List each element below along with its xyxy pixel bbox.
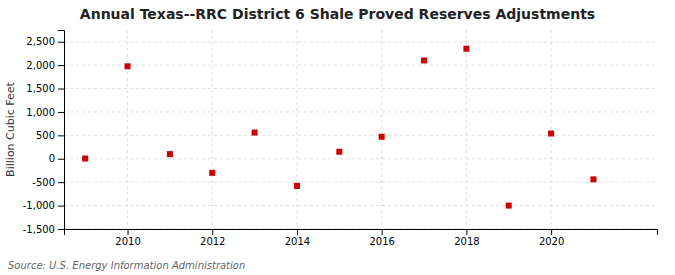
title: Annual Texas--RRC District 6 Shale Prove…	[80, 6, 595, 22]
tick: -1,000	[23, 200, 64, 211]
tick-mark	[58, 229, 64, 230]
tick-label: 2,000	[26, 60, 55, 71]
tick-mark	[551, 229, 552, 235]
tick: 0	[49, 153, 64, 164]
tick-mark	[58, 135, 64, 136]
y-axis-label: Billion Cubic Feet	[4, 81, 17, 176]
grid-line	[466, 30, 467, 229]
tick-mark	[58, 112, 64, 113]
grid-line	[64, 88, 657, 89]
tick-mark	[58, 42, 64, 43]
point	[548, 130, 554, 136]
grid-line	[296, 30, 297, 229]
point	[421, 57, 427, 63]
tick: 2012	[200, 229, 225, 247]
tick-label: 2018	[454, 236, 479, 247]
grid-line	[212, 30, 213, 229]
grid	[64, 30, 657, 229]
grid-line	[64, 65, 657, 66]
tick: -1,500	[23, 224, 64, 235]
tick-label: 500	[36, 130, 55, 141]
tick-label: 0	[49, 153, 55, 164]
grid-line	[64, 111, 657, 112]
tick: -500	[32, 177, 64, 188]
tick-label: 2014	[285, 236, 310, 247]
tick: 2010	[115, 229, 140, 247]
tick-label: 2010	[115, 236, 140, 247]
tick-mark	[212, 229, 213, 235]
tick-label: 2,500	[26, 36, 55, 47]
x-axis: 2010 2012 2014 2016 2018 2020	[65, 229, 658, 247]
tick-label: 1,000	[26, 107, 55, 118]
tick-label: 2012	[200, 236, 225, 247]
point	[506, 203, 512, 209]
tick-label: -1,000	[23, 200, 55, 211]
tick-label: 2020	[539, 236, 564, 247]
tick-label: 2016	[369, 236, 394, 247]
point	[294, 183, 300, 189]
grid-line	[381, 30, 382, 229]
tick-label: -500	[32, 177, 55, 188]
chart: 2010 2012 2014 2016 2018 2020 -1,500 -1,000 -500…	[0, 0, 675, 275]
grid-line	[64, 182, 657, 183]
tick: 2018	[454, 229, 479, 247]
tick-mark	[58, 182, 64, 183]
point	[82, 156, 88, 162]
points	[82, 46, 596, 209]
tick-mark	[58, 65, 64, 66]
tick: 2,000	[26, 60, 64, 71]
tick-mark	[382, 229, 383, 235]
point	[379, 134, 385, 140]
point	[209, 170, 215, 176]
grid-line	[64, 158, 657, 159]
tick-mark	[58, 159, 64, 160]
point	[336, 149, 342, 155]
grid-line	[551, 30, 552, 229]
tick: 1,500	[26, 83, 64, 94]
annotation: Source: U.S. Energy Information Administ…	[8, 260, 245, 271]
tick-mark	[466, 229, 467, 235]
tick: 1,000	[26, 107, 64, 118]
tick-mark	[297, 229, 298, 235]
point	[590, 176, 596, 182]
y-axis: -1,500 -1,000 -500 0 500 1,000 1,500 2,000 2,500	[23, 31, 65, 235]
grid-line	[64, 205, 657, 206]
tick: 500	[36, 130, 64, 141]
axis-line	[58, 31, 65, 230]
grid-line	[64, 41, 657, 42]
tick-mark	[58, 89, 64, 90]
point	[167, 151, 173, 157]
tick: 2016	[369, 229, 394, 247]
tick-label: 1,500	[26, 83, 55, 94]
tick-mark	[58, 206, 64, 207]
tick-label: -1,500	[23, 224, 55, 235]
axis-line	[65, 230, 658, 236]
tick: 2020	[539, 229, 564, 247]
tick: 2,500	[26, 36, 64, 47]
grid-line	[127, 30, 128, 229]
tick: 2014	[285, 229, 310, 247]
grid-line	[64, 135, 657, 136]
point	[125, 63, 131, 69]
point	[252, 130, 258, 136]
plot-area: 2010 2012 2014 2016 2018 2020 -1,500 -1,000 -500…	[23, 30, 658, 247]
tick-mark	[128, 229, 129, 235]
point	[463, 46, 469, 52]
